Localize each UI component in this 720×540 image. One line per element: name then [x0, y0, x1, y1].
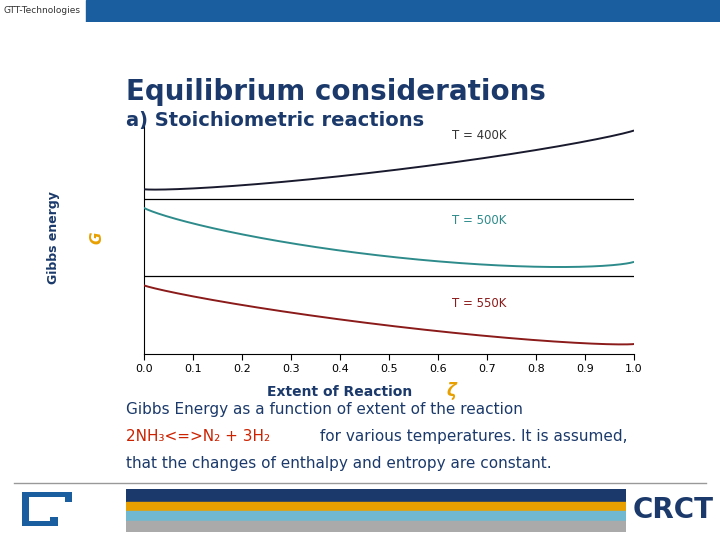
- Bar: [126, 511, 626, 521]
- Text: G: G: [90, 231, 104, 244]
- Text: T = 550K: T = 550K: [452, 297, 507, 310]
- Text: a) Stoichiometric reactions: a) Stoichiometric reactions: [126, 111, 424, 130]
- Text: Gibbs energy: Gibbs energy: [48, 191, 60, 284]
- Bar: [126, 521, 626, 532]
- Text: T = 500K: T = 500K: [452, 214, 507, 227]
- Text: Gibbs Energy as a function of extent of the reaction: Gibbs Energy as a function of extent of …: [126, 402, 523, 417]
- Polygon shape: [22, 492, 72, 526]
- Text: GTT-Technologies: GTT-Technologies: [4, 6, 81, 15]
- Text: 2NH₃<=>N₂ + 3H₂: 2NH₃<=>N₂ + 3H₂: [126, 429, 270, 444]
- Bar: [126, 502, 626, 511]
- Text: CRCT: CRCT: [633, 496, 714, 524]
- Text: Equilibrium considerations: Equilibrium considerations: [126, 78, 546, 106]
- Text: ζ: ζ: [446, 382, 456, 401]
- Bar: [86, 0, 720, 22]
- Text: T = 400K: T = 400K: [452, 129, 507, 142]
- Bar: [126, 489, 626, 502]
- Text: that the changes of enthalpy and entropy are constant.: that the changes of enthalpy and entropy…: [126, 456, 552, 471]
- Polygon shape: [29, 497, 65, 522]
- Text: Extent of Reaction: Extent of Reaction: [267, 384, 413, 399]
- Text: for various temperatures. It is assumed,: for various temperatures. It is assumed,: [315, 429, 627, 444]
